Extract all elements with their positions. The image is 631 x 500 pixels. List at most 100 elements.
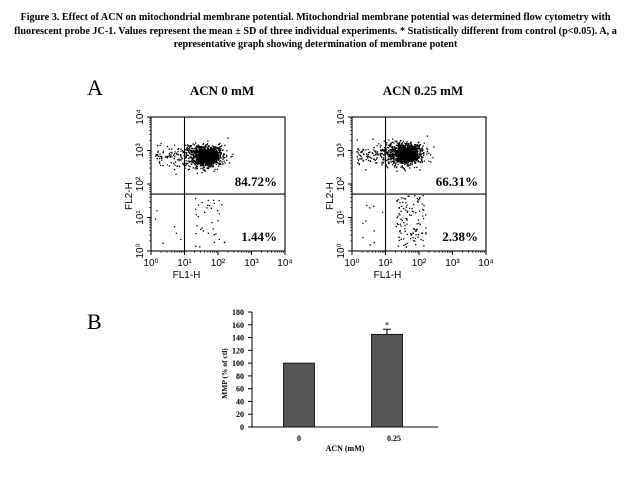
event-dot — [421, 208, 424, 211]
event-dot — [405, 147, 407, 149]
event-dot — [375, 152, 377, 154]
event-dot — [407, 145, 409, 147]
event-dot — [204, 170, 206, 172]
event-dot — [179, 165, 181, 168]
event-dot — [402, 150, 405, 153]
event-dot — [197, 162, 199, 164]
event-dot — [415, 153, 417, 155]
event-dot — [226, 159, 228, 161]
event-dot — [200, 163, 202, 165]
event-dot — [397, 158, 399, 160]
event-dot — [213, 149, 215, 151]
event-dot — [410, 214, 412, 216]
event-dot — [407, 160, 409, 162]
event-dot — [180, 150, 182, 152]
event-dot — [175, 161, 177, 163]
event-dot — [205, 154, 207, 156]
event-dot — [174, 169, 176, 171]
event-dot — [400, 156, 402, 158]
event-dot — [405, 150, 407, 153]
event-dot — [412, 157, 414, 159]
event-dot — [414, 149, 416, 151]
event-dot — [426, 148, 429, 150]
event-dot — [203, 165, 205, 167]
event-dot — [404, 146, 406, 148]
event-dot — [162, 150, 164, 152]
event-dot — [391, 151, 394, 153]
event-dot — [186, 146, 188, 148]
event-dot — [397, 245, 400, 247]
event-dot — [198, 147, 200, 149]
event-dot — [411, 154, 413, 156]
event-dot — [418, 147, 420, 149]
event-dot — [419, 149, 421, 151]
event-dot — [416, 145, 418, 147]
event-dot — [187, 145, 189, 147]
event-dot — [213, 150, 216, 152]
event-dot — [401, 219, 403, 222]
event-dot — [373, 230, 375, 232]
event-dot — [211, 145, 214, 147]
event-dot — [418, 148, 421, 150]
event-dot — [203, 169, 205, 171]
event-dot — [196, 146, 198, 149]
event-dot — [368, 152, 370, 154]
event-dot — [194, 147, 197, 149]
event-dot — [187, 148, 189, 150]
event-dot — [194, 208, 197, 210]
event-dot — [417, 219, 420, 221]
event-dot — [198, 161, 200, 163]
event-dot — [195, 145, 198, 147]
event-dot — [412, 148, 414, 150]
event-dot — [222, 149, 224, 151]
bar-y-tick-label: 20 — [236, 410, 244, 419]
event-dot — [420, 152, 422, 154]
event-dot — [217, 158, 219, 160]
event-dot — [360, 155, 362, 157]
event-dot — [167, 156, 169, 158]
event-dot — [409, 146, 411, 148]
event-dot — [400, 151, 402, 153]
event-dot — [426, 150, 428, 153]
event-dot — [404, 154, 406, 156]
event-dot — [207, 151, 210, 153]
event-dot — [210, 157, 213, 159]
event-dot — [198, 156, 200, 159]
event-dot — [365, 158, 367, 161]
event-dot — [206, 146, 208, 148]
event-dot — [430, 161, 432, 163]
event-dot — [373, 147, 375, 149]
event-dot — [193, 144, 195, 146]
event-dot — [409, 164, 411, 166]
event-dot — [409, 164, 411, 166]
event-dot — [209, 163, 212, 165]
event-dot — [373, 158, 375, 160]
event-dot — [215, 161, 217, 163]
event-dot — [170, 148, 173, 150]
event-dot — [204, 159, 206, 161]
event-dot — [193, 156, 195, 158]
event-dot — [414, 195, 416, 197]
event-dot — [396, 154, 398, 156]
event-dot — [205, 144, 207, 146]
event-dot — [410, 142, 412, 144]
event-dot — [198, 153, 200, 155]
event-dot — [200, 160, 202, 162]
event-dot — [164, 156, 167, 158]
quadrant-percent-lower-right: 1.44% — [241, 229, 277, 244]
event-dot — [213, 160, 215, 162]
event-dot — [195, 149, 197, 151]
event-dot — [155, 153, 157, 156]
event-dot — [383, 154, 385, 156]
event-dot — [231, 155, 233, 158]
event-dot — [422, 153, 424, 155]
event-dot — [358, 163, 360, 165]
event-dot — [396, 199, 398, 202]
event-dot — [396, 200, 398, 203]
event-dot — [173, 153, 176, 155]
event-dot — [416, 148, 419, 150]
event-dot — [199, 156, 202, 158]
event-dot — [362, 222, 364, 225]
event-dot — [201, 156, 203, 158]
event-dot — [219, 163, 221, 165]
